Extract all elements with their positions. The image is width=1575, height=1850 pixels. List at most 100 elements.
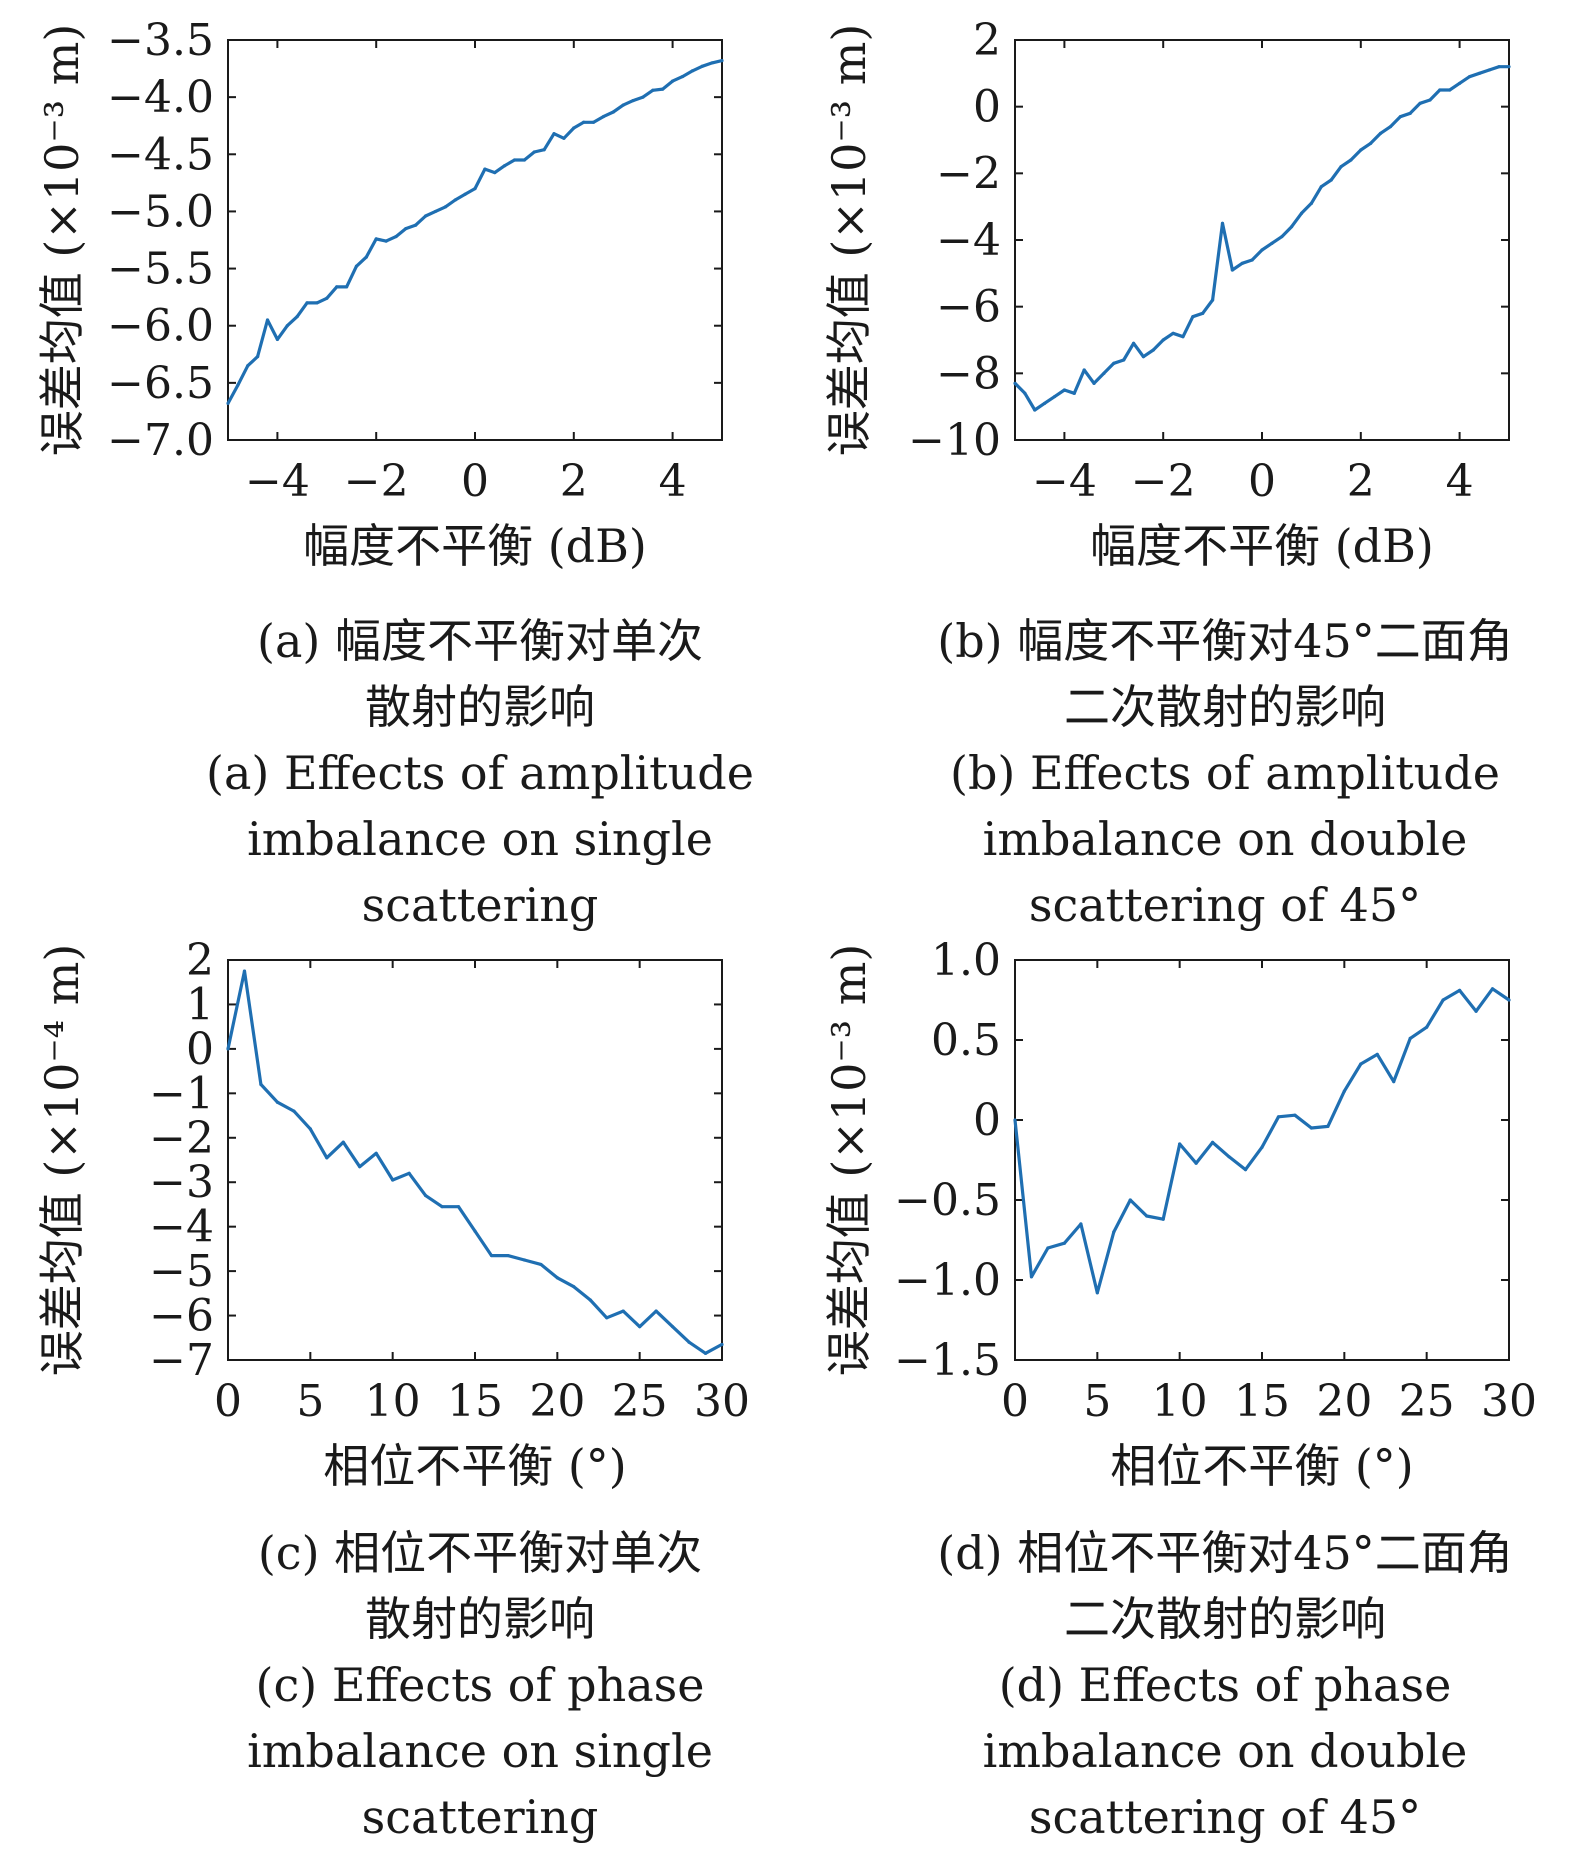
plot-frame	[227, 39, 723, 441]
data-point	[1131, 341, 1136, 345]
caption-a-line3: (a) Effects of amplitude	[206, 746, 754, 800]
data-point	[1339, 165, 1343, 169]
data-point	[256, 354, 260, 359]
data-point	[308, 1127, 312, 1131]
data-point	[315, 301, 319, 305]
series-line	[1013, 65, 1509, 412]
y-tick-label: 2	[186, 935, 214, 986]
data-point	[1309, 201, 1313, 205]
data-point	[1477, 71, 1481, 75]
y-tick-label: −4	[936, 215, 1001, 266]
caption-d-line5: scattering of 45°	[1028, 1790, 1422, 1844]
data-point	[453, 198, 457, 202]
plot-frame	[1014, 39, 1510, 441]
data-point	[680, 74, 685, 79]
y-tick-label: −0.5	[894, 1175, 1001, 1226]
x-tick-label: 2	[1347, 456, 1375, 507]
data-point	[424, 214, 428, 218]
data-point	[1276, 1115, 1281, 1119]
data-point	[1079, 1222, 1083, 1226]
data-point	[1329, 178, 1333, 182]
caption-d: (d) 相位不平衡对45°二面角 二次散射的影响 (d) Effects of …	[865, 1520, 1575, 1850]
caption-d-line1: (d) 相位不平衡对45°二面角	[937, 1526, 1513, 1580]
data-point	[1220, 221, 1225, 225]
data-point	[335, 285, 339, 289]
data-point	[1280, 235, 1284, 239]
data-point	[489, 1253, 494, 1258]
data-point	[1082, 368, 1086, 372]
data-point	[621, 1309, 625, 1313]
x-tick-label: 5	[296, 1376, 324, 1427]
data-point	[1194, 1161, 1198, 1165]
data-point	[690, 69, 694, 73]
data-point	[572, 126, 576, 130]
data-point	[1441, 998, 1445, 1002]
data-point	[700, 64, 704, 68]
data-point	[1448, 88, 1452, 92]
series-line	[226, 59, 723, 405]
chart-b: −4 −2 0 2 4 2 0 −2 −4 −6 −8 −10 幅度不平衡 (dB) 误差均值 (×10⁻…	[787, 0, 1575, 573]
y-tick-label: −5.0	[107, 186, 214, 237]
y-tick-label: −4.5	[107, 129, 214, 180]
caption-b-line3: (b) Effects of amplitude	[950, 746, 1500, 800]
data-point	[512, 158, 517, 162]
data-point	[493, 170, 497, 175]
data-point	[1359, 1062, 1363, 1066]
data-point	[522, 1258, 527, 1262]
data-point	[1309, 1126, 1313, 1130]
data-point	[1191, 315, 1195, 319]
plot-frame	[1014, 959, 1510, 1361]
data-point	[1408, 1036, 1412, 1040]
y-axis-title: 误差均值 (×10⁻³ m)	[822, 944, 876, 1377]
data-point	[1072, 391, 1076, 395]
data-point	[358, 1165, 362, 1169]
y-tick-label: −3.5	[107, 15, 214, 66]
x-tick-label: 30	[694, 1376, 750, 1427]
y-axis-title: 误差均值 (×10⁻³ m)	[822, 24, 876, 457]
y-tick-label: −2	[936, 148, 1001, 199]
data-point	[1392, 1080, 1396, 1084]
caption-c-line4: imbalance on single	[247, 1724, 713, 1778]
x-tick-label: 15	[1234, 1376, 1290, 1427]
chart-c: 0 5 10 15 20 25 30 2 1 0 −1 −2 −3 −4 −5 −6 −7 相位不平衡 (°) 误差…	[0, 920, 787, 1493]
data-point	[1112, 1230, 1116, 1234]
data-point	[1013, 1118, 1017, 1122]
data-point	[601, 114, 606, 119]
data-point	[1418, 101, 1422, 105]
caption-c: (c) 相位不平衡对单次 散射的影响 (c) Effects of phase …	[120, 1520, 840, 1850]
data-point	[1161, 338, 1165, 342]
x-tick-label: 0	[461, 456, 489, 507]
caption-b: (b) 幅度不平衡对45°二面角 二次散射的影响 (b) Effects of …	[865, 608, 1575, 938]
x-tick-label: −2	[344, 456, 409, 507]
data-point	[1290, 225, 1294, 229]
data-point	[1201, 311, 1205, 315]
data-point	[1211, 298, 1215, 302]
data-point	[1375, 1052, 1379, 1056]
chart-d-svg: 0 5 10 15 20 25 30 1.0 0.5 0 −0.5 −1.0 −1.5 相位不平衡 (°)…	[822, 935, 1537, 1493]
x-tick-label: 0	[1248, 456, 1276, 507]
data-point	[384, 239, 388, 243]
data-point	[605, 1316, 609, 1320]
y-tick-label: 1	[186, 979, 214, 1030]
data-point	[1029, 1275, 1034, 1279]
data-point	[404, 226, 408, 231]
x-axis-title: 相位不平衡 (°)	[1110, 1439, 1414, 1493]
data-point	[407, 1171, 411, 1175]
x-axis-title: 相位不平衡 (°)	[323, 1439, 627, 1493]
caption-b-line4: imbalance on double	[982, 812, 1468, 866]
caption-d-line2: 二次散射的影响	[1064, 1592, 1386, 1646]
x-tick-label: 10	[1152, 1376, 1208, 1427]
data-point	[1319, 185, 1323, 189]
data-point	[1359, 148, 1363, 152]
data-point	[661, 87, 665, 91]
data-point	[1230, 268, 1234, 272]
data-point	[710, 61, 714, 65]
data-point	[506, 1253, 510, 1258]
data-point	[325, 1156, 329, 1160]
data-point	[671, 1325, 675, 1329]
x-tick-label: 25	[612, 1376, 668, 1427]
data-point	[638, 1325, 642, 1329]
x-tick-label: 30	[1481, 1376, 1537, 1427]
y-tick-label: −5.5	[107, 244, 214, 295]
